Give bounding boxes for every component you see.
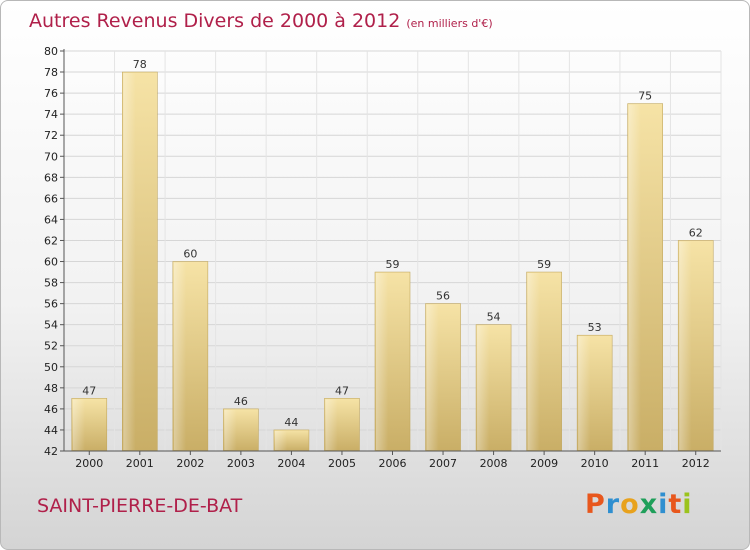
y-tick-label: 72 (44, 129, 58, 142)
bar-highlight (426, 304, 439, 450)
bars (71, 71, 714, 452)
chart-subtitle: (en milliers d'€) (406, 17, 493, 30)
x-tick-label: 2006 (379, 457, 407, 470)
x-tick-label: 2011 (631, 457, 659, 470)
y-tick-label: 70 (44, 150, 58, 163)
x-tick-label: 2005 (328, 457, 356, 470)
y-tick-label: 68 (44, 171, 58, 184)
data-label: 56 (436, 290, 450, 303)
data-label: 62 (689, 226, 703, 239)
data-label: 54 (487, 311, 501, 324)
x-tick-label: 2000 (75, 457, 103, 470)
data-label: 75 (638, 90, 652, 103)
y-tick-label: 58 (44, 277, 58, 290)
y-tick-label: 80 (44, 45, 58, 58)
chart-title: Autres Revenus Divers de 2000 à 2012 (29, 10, 401, 32)
data-label: 44 (284, 416, 298, 429)
y-tick-label: 60 (44, 256, 58, 269)
x-tick-label: 2007 (429, 457, 457, 470)
bar-highlight (224, 409, 237, 450)
bar-highlight (679, 241, 692, 450)
data-label: 47 (82, 384, 96, 397)
x-tick-label: 2004 (277, 457, 305, 470)
data-label: 60 (183, 248, 197, 261)
y-tick-label: 54 (44, 319, 58, 332)
x-tick-label: 2012 (682, 457, 710, 470)
x-tick-label: 2001 (126, 457, 154, 470)
logo-letter: r (605, 489, 621, 520)
bar-highlight (578, 336, 591, 450)
y-tick-label: 52 (44, 340, 58, 353)
y-tick-label: 42 (44, 445, 58, 458)
y-tick-label: 74 (44, 108, 58, 121)
y-tick-label: 66 (44, 192, 58, 205)
title-row: Autres Revenus Divers de 2000 à 2012 (en … (29, 10, 493, 32)
data-label: 53 (588, 321, 602, 334)
y-tick-label: 44 (44, 424, 58, 437)
axes (60, 49, 721, 455)
logo-letter: P (585, 489, 606, 520)
bar-highlight (173, 262, 187, 450)
x-tick-label: 2003 (227, 457, 255, 470)
bar-highlight (72, 399, 86, 450)
bar-highlight (527, 273, 540, 450)
data-label: 59 (537, 258, 551, 271)
y-tick-label: 64 (44, 213, 58, 226)
bar-highlight (325, 399, 338, 450)
logo-letter: o (620, 489, 640, 520)
data-label: 78 (133, 58, 147, 71)
town-name: SAINT-PIERRE-DE-BAT (37, 495, 243, 517)
logo-letter: x (639, 489, 659, 520)
x-tick-label: 2010 (581, 457, 609, 470)
x-tick-label: 2002 (176, 457, 204, 470)
data-label: 47 (335, 384, 349, 397)
y-tick-label: 78 (44, 66, 58, 79)
bar-highlight (477, 325, 490, 450)
y-tick-label: 46 (44, 403, 58, 416)
bar-highlight (123, 73, 136, 450)
y-tick-label: 48 (44, 382, 58, 395)
y-tick-label: 62 (44, 234, 58, 247)
logo-letter: i (658, 489, 669, 520)
logo-letter: i (682, 489, 693, 520)
proxiti-logo: Proxiti (585, 489, 693, 520)
y-tick-label: 50 (44, 361, 58, 374)
bar-highlight (376, 273, 389, 450)
labels: 42 44 46 48 50 52 54 56 58 60 62 64 66 68 70 72 74 76 78 80… (44, 45, 710, 470)
y-tick-label: 76 (44, 87, 58, 100)
x-tick-label: 2008 (480, 457, 508, 470)
bar-highlight (274, 430, 288, 450)
data-label: 59 (386, 258, 400, 271)
bar-highlight (628, 104, 641, 450)
logo-letter: t (668, 489, 683, 520)
data-label: 46 (234, 395, 248, 408)
x-tick-label: 2009 (530, 457, 558, 470)
y-tick-label: 56 (44, 298, 58, 311)
